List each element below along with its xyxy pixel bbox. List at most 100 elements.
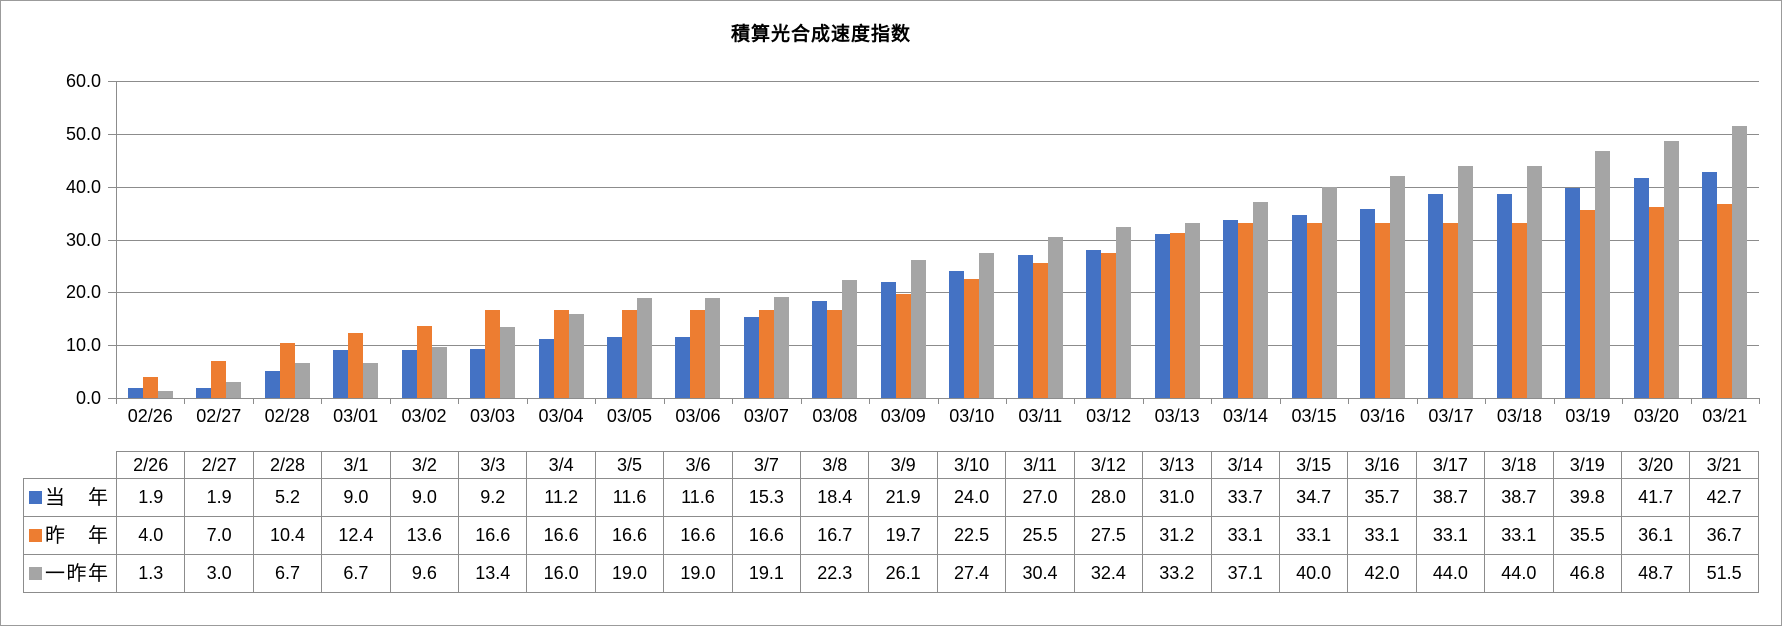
x-axis-tick [390, 398, 391, 404]
bar [416, 326, 432, 398]
bar [1306, 223, 1322, 398]
x-axis-label: 02/28 [264, 406, 310, 426]
table-cell: 11.6 [594, 478, 665, 517]
bar [1633, 177, 1649, 398]
table-row: 一昨年 1.3 3.0 6.7 6.7 9.6 13.4 16.0 19.0 19.0 19.1 22… [23, 554, 1759, 593]
bar [1526, 165, 1542, 398]
x-axis-label: 03/21 [1702, 406, 1748, 426]
bar [264, 370, 280, 398]
x-axis-tick [938, 398, 939, 404]
table-column-header: 3/12 [1073, 451, 1144, 479]
table-column-header: 2/27 [184, 451, 254, 479]
table-cell: 6.7 [321, 554, 391, 593]
table-cell: 1.3 [115, 554, 186, 593]
table-cell: 9.6 [389, 554, 460, 593]
bar [1443, 223, 1459, 398]
series-name-label: 一昨年 [45, 564, 108, 584]
table-column-header: 3/2 [389, 451, 460, 479]
x-axis-label: 02/26 [127, 406, 173, 426]
x-axis-tick [1622, 398, 1623, 404]
table-column-header: 3/15 [1278, 451, 1349, 479]
bar [1390, 176, 1405, 398]
table-cell: 22.5 [936, 516, 1007, 555]
table-cell: 26.1 [868, 554, 938, 593]
gridline [116, 187, 1759, 188]
x-axis-label: 03/16 [1360, 406, 1406, 426]
table-cell: 5.2 [252, 478, 323, 517]
series-row-header: 当年 [24, 488, 116, 508]
x-axis-label: 03/20 [1633, 406, 1679, 426]
bar [1253, 202, 1269, 398]
table-cell: 40.0 [1278, 554, 1349, 593]
table-row-header: 一昨年 [23, 554, 117, 593]
table-cell: 36.1 [1620, 516, 1691, 555]
bar [621, 310, 637, 398]
bar [1511, 223, 1527, 398]
table-cell: 39.8 [1552, 478, 1622, 517]
bar [910, 260, 926, 398]
bar [538, 338, 554, 398]
bar [211, 361, 227, 398]
bar [363, 362, 379, 398]
series-name-label: 当年 [45, 488, 108, 508]
bar [553, 310, 569, 398]
table-cell: 27.0 [1005, 478, 1075, 517]
table-column-header: 3/17 [1415, 451, 1486, 479]
table-corner-cell [24, 452, 117, 479]
table-cell: 9.2 [458, 478, 528, 517]
table-cell: 27.4 [936, 554, 1007, 593]
y-axis-tick [108, 398, 116, 399]
table-row-header: 昨年 [23, 516, 117, 555]
table-cell: 24.0 [936, 478, 1007, 517]
table-column-header: 3/10 [936, 451, 1007, 479]
x-axis-label: 03/11 [1018, 406, 1063, 426]
table-cell: 31.2 [1142, 516, 1212, 555]
x-axis-tick [1074, 398, 1075, 404]
bar [1169, 233, 1185, 398]
gridline [116, 398, 1759, 399]
x-axis-label: 03/08 [812, 406, 858, 426]
x-axis-label: 03/18 [1496, 406, 1542, 426]
bar [1732, 125, 1748, 398]
x-axis-tick [595, 398, 596, 404]
table-header-row: 2/26 2/27 2/28 3/1 3/2 3/3 3/4 3/5 3/6 3/7 3/8 3/9 3… [24, 451, 1759, 479]
y-axis-label: 20.0 [65, 282, 101, 302]
bar [401, 350, 417, 398]
bar [1717, 204, 1733, 398]
series-name-char: 当 [45, 486, 65, 509]
y-axis-line [116, 81, 117, 404]
x-axis-label: 03/19 [1565, 406, 1611, 426]
x-axis-label: 03/14 [1223, 406, 1269, 426]
table-cell: 37.1 [1210, 554, 1280, 593]
table-cell: 36.7 [1689, 516, 1759, 555]
bar [949, 271, 965, 398]
table-column-header: 3/16 [1347, 451, 1417, 479]
x-axis-label: 03/03 [470, 406, 516, 426]
x-axis-label: 03/12 [1086, 406, 1132, 426]
x-axis-tick [664, 398, 665, 404]
table-cell: 44.0 [1415, 554, 1486, 593]
table-column-header: 3/13 [1142, 451, 1212, 479]
table-cell: 16.6 [526, 516, 596, 555]
series-row-header: 昨年 [24, 526, 116, 546]
bar [827, 309, 843, 398]
x-axis-tick [732, 398, 733, 404]
table-column-header: 3/1 [321, 451, 391, 479]
x-axis-tick [1143, 398, 1144, 404]
table-cell: 18.4 [800, 478, 870, 517]
x-axis-label: 03/13 [1154, 406, 1200, 426]
x-axis-tick [184, 398, 185, 404]
gridline [116, 81, 1759, 82]
series-name-label: 昨年 [45, 526, 108, 546]
bar [880, 282, 896, 398]
y-axis-label: 40.0 [65, 177, 101, 197]
bar [127, 388, 143, 398]
bar [485, 310, 500, 398]
table-cell: 16.6 [663, 516, 733, 555]
x-axis-label: 03/05 [606, 406, 652, 426]
table-cell: 35.7 [1347, 478, 1417, 517]
bar [470, 349, 485, 398]
x-axis-label: 03/09 [880, 406, 926, 426]
x-axis-label: 03/02 [401, 406, 447, 426]
table-cell: 33.1 [1484, 516, 1554, 555]
